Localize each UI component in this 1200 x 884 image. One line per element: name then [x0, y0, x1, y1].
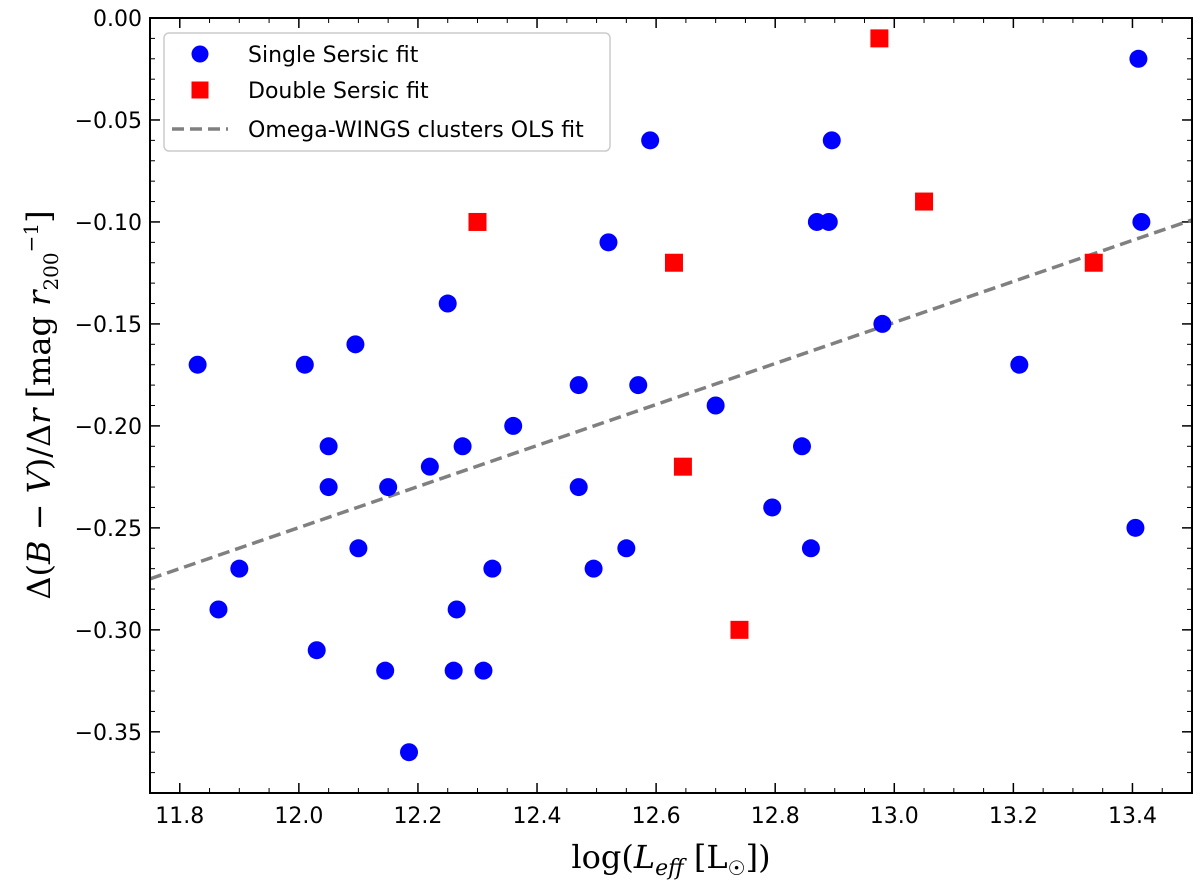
- single-sersic-point: [801, 539, 820, 558]
- x-tick-label: 13.0: [870, 804, 919, 829]
- x-tick-label: 12.6: [632, 804, 681, 829]
- legend-label-fit: Omega-WINGS clusters OLS fit: [248, 118, 584, 143]
- single-sersic-point: [792, 437, 811, 456]
- double-sersic-point: [664, 253, 683, 272]
- single-sersic-point: [584, 559, 603, 578]
- single-sersic-point: [474, 661, 493, 680]
- y-tick-label: −0.05: [75, 109, 142, 134]
- legend-box: [163, 32, 611, 152]
- x-tick-label: 12.4: [513, 804, 562, 829]
- single-sersic-point: [873, 314, 892, 333]
- single-sersic-point: [209, 600, 228, 619]
- single-sersic-point: [319, 478, 338, 497]
- x-axis-label: log(Leff [L☉]): [571, 838, 770, 881]
- double-sersic-point: [870, 29, 889, 48]
- single-sersic-point: [763, 498, 782, 517]
- single-sersic-point: [1132, 212, 1151, 231]
- plot-frame: [149, 17, 1193, 794]
- single-sersic-point: [629, 376, 648, 395]
- legend-label-double: Double Sersic fit: [248, 79, 429, 104]
- single-sersic-point: [1129, 49, 1148, 68]
- x-tick-label: 12.0: [274, 804, 323, 829]
- single-sersic-point: [822, 131, 841, 150]
- x-tick-label: 12.2: [393, 804, 442, 829]
- single-sersic-point: [617, 539, 636, 558]
- double-sersic-point: [1084, 253, 1103, 272]
- ols-fit-line: [149, 218, 1193, 581]
- y-tick-label: −0.15: [75, 313, 142, 338]
- single-sersic-point: [569, 376, 588, 395]
- y-tick-label: −0.20: [75, 415, 142, 440]
- single-sersic-point: [569, 478, 588, 497]
- single-sersic-point: [599, 233, 618, 252]
- data-points-layer: [188, 29, 1151, 762]
- single-sersic-point: [1126, 518, 1145, 537]
- legend: Single Sersic fit Double Sersic fit Omeg…: [163, 32, 611, 152]
- single-sersic-point: [188, 355, 207, 374]
- single-sersic-point: [349, 539, 368, 558]
- single-sersic-point: [307, 641, 326, 660]
- fit-line-layer: [149, 218, 1193, 581]
- legend-marker-single: [191, 45, 209, 63]
- y-tick-label: 0.00: [93, 7, 142, 32]
- single-sersic-point: [483, 559, 502, 578]
- x-tick-label: 13.4: [1108, 804, 1157, 829]
- double-sersic-point: [730, 620, 749, 639]
- double-sersic-point: [468, 212, 487, 231]
- single-sersic-point: [295, 355, 314, 374]
- x-tick-label: 13.2: [989, 804, 1038, 829]
- legend-label-single: Single Sersic fit: [248, 43, 419, 68]
- single-sersic-point: [400, 743, 419, 762]
- y-tick-label: −0.30: [75, 619, 142, 644]
- legend-marker-double: [191, 81, 209, 99]
- single-sersic-point: [444, 661, 463, 680]
- single-sersic-point: [819, 212, 838, 231]
- single-sersic-point: [504, 416, 523, 435]
- double-sersic-point: [915, 192, 934, 211]
- single-sersic-point: [346, 335, 365, 354]
- single-sersic-point: [230, 559, 249, 578]
- x-tick-label: 11.8: [155, 804, 204, 829]
- y-tick-label: −0.25: [75, 517, 142, 542]
- y-tick-label: −0.10: [75, 211, 142, 236]
- single-sersic-point: [319, 437, 338, 456]
- single-sersic-point: [379, 478, 398, 497]
- single-sersic-point: [1010, 355, 1029, 374]
- single-sersic-point: [641, 131, 660, 150]
- y-axis-label: Δ(B − V)/Δr [mag r200−1]: [19, 210, 63, 599]
- single-sersic-point: [420, 457, 439, 476]
- single-sersic-point: [447, 600, 466, 619]
- single-sersic-point: [706, 396, 725, 415]
- axis-tick-labels: 11.8 12.0 12.2 12.4 12.6 12.8 13.0 13.2 13.4 −0.3…: [75, 7, 1157, 829]
- single-sersic-point: [438, 294, 457, 313]
- single-sersic-point: [453, 437, 472, 456]
- double-sersic-point: [673, 457, 692, 476]
- y-tick-label: −0.35: [75, 721, 142, 746]
- x-tick-label: 12.8: [751, 804, 800, 829]
- single-sersic-point: [376, 661, 395, 680]
